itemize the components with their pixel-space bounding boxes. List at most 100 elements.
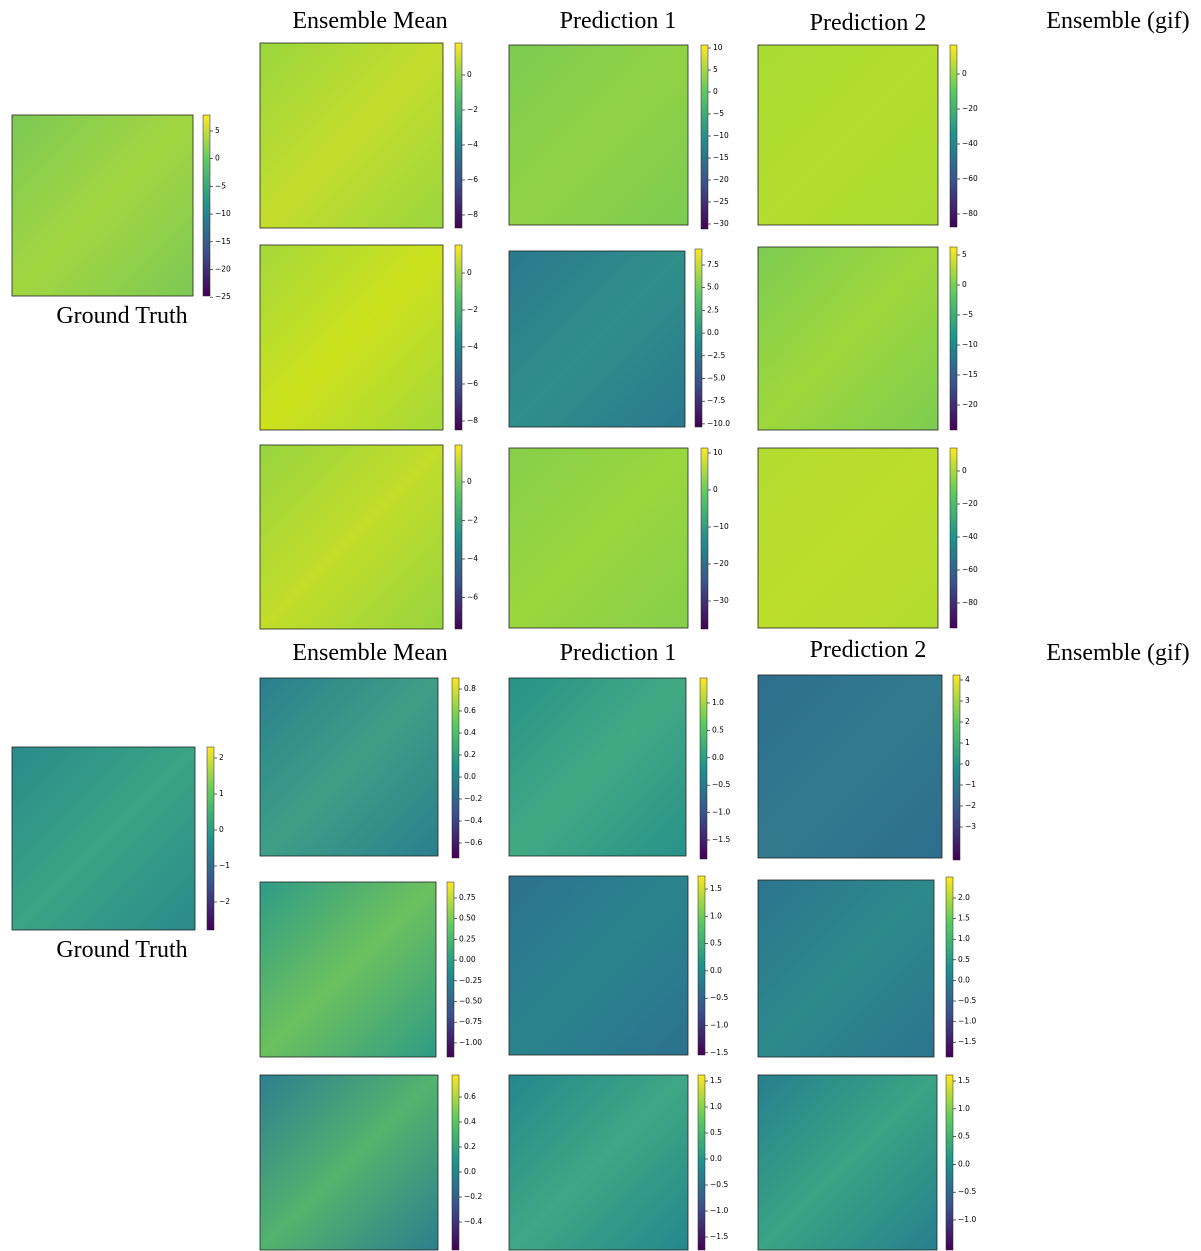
ground-truth-label: Ground Truth [56,937,187,963]
heatmap-image [757,879,935,1058]
colorbar-tick-label: 5.0 [707,283,719,292]
colorbar-tick-label: −1.0 [710,1206,728,1215]
colorbar-tick-label: −0.75 [459,1017,482,1026]
colorbar-tick-label: −0.4 [464,816,482,825]
colorbar-tick-label: 0.0 [464,772,476,781]
colorbar-tick-label: −0.5 [710,1180,728,1189]
colorbar-tick-label: 0 [215,154,220,163]
colorbar-tick-label: −20 [713,559,729,568]
heatmap-image [508,44,689,226]
colorbar-tick-label: 0 [219,825,224,834]
colorbar-tick-label: 0.2 [464,1142,476,1151]
colorbar-tick-label: −0.4 [464,1217,482,1226]
heatmap-image [508,447,689,629]
colorbar-tick-label: 0.5 [710,939,722,948]
colorbar-tick-label: −10 [713,131,729,140]
colorbar-tick-label: 2 [219,753,224,762]
colorbar-tick-label: 2.0 [958,893,970,902]
column-header: Prediction 2 [810,10,927,36]
colorbar-tick-label: −0.2 [464,1192,482,1201]
colorbar-tick-label: 1.5 [958,1076,970,1085]
colorbar-tick-label: 1.5 [958,914,970,923]
colorbar-tick-label: −1.5 [712,835,730,844]
colorbar-tick-label: 0.6 [464,706,476,715]
colorbar-tick-label: 5 [713,65,718,74]
colorbar-tick-label: 0.0 [710,966,722,975]
colorbar-tick-label: −10 [962,340,978,349]
colorbar-tick-label: 0.0 [710,1154,722,1163]
colorbar [699,677,708,860]
colorbar-tick-label: −0.6 [464,838,482,847]
colorbar-tick-label: 1.0 [710,1102,722,1111]
colorbar-tick-label: 0 [965,759,970,768]
colorbar [945,1074,954,1251]
colorbar-tick-label: −15 [713,153,729,162]
colorbar-tick-label: 3 [965,696,970,705]
colorbar-tick-label: 0 [713,87,718,96]
colorbar-tick-label: −40 [962,532,978,541]
colorbar-tick-label: 0.8 [464,684,476,693]
colorbar-tick-label: 0.00 [459,955,476,964]
colorbar-tick-label: −30 [713,596,729,605]
colorbar-tick-label: −0.2 [464,794,482,803]
heatmap-image [11,114,194,297]
colorbar-tick-label: 5 [215,126,220,135]
colorbar-tick-label: 1.0 [712,698,724,707]
colorbar-tick-label: −10 [713,522,729,531]
colorbar-tick-label: 0.2 [464,750,476,759]
colorbar-tick-label: −60 [962,174,978,183]
colorbar [694,248,703,428]
colorbar [451,1074,460,1251]
heatmap-image [508,875,689,1056]
colorbar-tick-label: −80 [962,598,978,607]
colorbar-tick-label: 0.6 [464,1092,476,1101]
colorbar-tick-label: 7.5 [707,260,719,269]
colorbar-tick-label: −1 [219,861,230,870]
colorbar-tick-label: −10.0 [707,419,730,428]
colorbar-tick-label: 1 [965,738,970,747]
colorbar-tick-label: −30 [713,219,729,228]
colorbar-tick-label: −6 [467,379,478,388]
colorbar-tick-label: 0 [962,466,967,475]
colorbar [454,42,463,229]
colorbar-tick-label: −2 [467,305,478,314]
colorbar-tick-label: 0.5 [958,955,970,964]
colorbar-tick-label: 10 [713,448,723,457]
colorbar-tick-label: 0.50 [459,914,476,923]
heatmap-image [259,444,444,630]
colorbar-tick-label: −8 [467,210,478,219]
colorbar-tick-label: 5 [962,250,967,259]
colorbar-tick-label: −1.0 [958,1017,976,1026]
heatmap-image [259,677,439,857]
heatmap-image [757,1074,938,1251]
colorbar-tick-label: −5 [713,109,724,118]
colorbar-tick-label: −15 [215,237,231,246]
colorbar [949,447,958,629]
colorbar-tick-label: −80 [962,209,978,218]
colorbar-tick-label: −1.5 [710,1232,728,1241]
heatmap-image [11,746,196,931]
colorbar [949,246,958,431]
colorbar-tick-label: −25 [713,197,729,206]
column-header: Prediction 2 [810,637,927,663]
colorbar [202,114,211,297]
colorbar-tick-label: 0.4 [464,1117,476,1126]
heatmap-image [757,44,939,226]
colorbar-tick-label: −10 [215,209,231,218]
heatmap-image [259,42,444,229]
colorbar-tick-label: 0.75 [459,893,476,902]
colorbar-tick-label: 0 [467,268,472,277]
colorbar-tick-label: −8 [467,416,478,425]
colorbar-tick-label: −2 [467,516,478,525]
colorbar [454,444,463,630]
colorbar-tick-label: −1.0 [710,1021,728,1030]
colorbar-tick-label: 1.5 [710,884,722,893]
colorbar-tick-label: 0 [962,69,967,78]
colorbar-tick-label: 0.0 [958,1159,970,1168]
colorbar-tick-label: −1 [965,780,976,789]
colorbar-tick-label: 0.5 [712,725,724,734]
colorbar-tick-label: 1.0 [958,1104,970,1113]
colorbar-tick-label: −2 [219,897,230,906]
colorbar-tick-label: 4 [965,675,970,684]
